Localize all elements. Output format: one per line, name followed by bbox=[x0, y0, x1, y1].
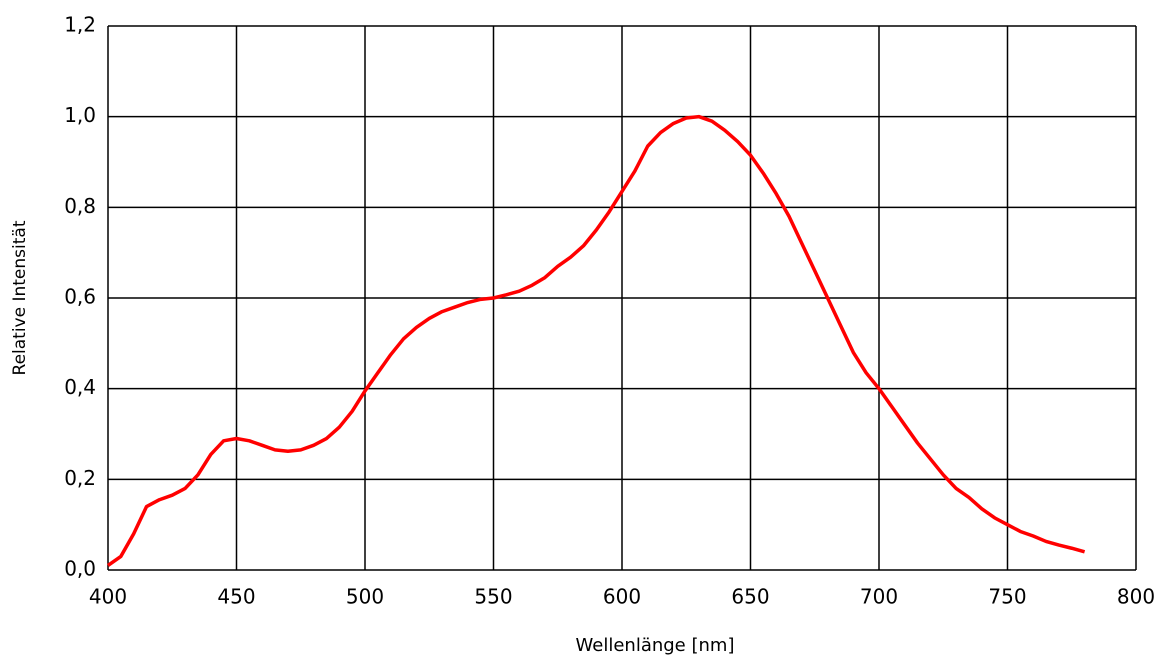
x-tick-label: 450 bbox=[217, 585, 255, 609]
x-tick-label: 550 bbox=[474, 585, 512, 609]
y-tick-label: 0,2 bbox=[64, 466, 96, 490]
x-tick-label: 650 bbox=[731, 585, 769, 609]
x-tick-label: 800 bbox=[1117, 585, 1155, 609]
x-tick-label: 500 bbox=[346, 585, 384, 609]
y-tick-label: 1,0 bbox=[64, 103, 96, 127]
x-axis-label: Wellenlänge [nm] bbox=[576, 635, 735, 656]
x-tick-label: 750 bbox=[988, 585, 1026, 609]
x-tick-label: 400 bbox=[89, 585, 127, 609]
y-tick-label: 0,4 bbox=[64, 375, 96, 399]
x-tick-label: 600 bbox=[603, 585, 641, 609]
data-line bbox=[106, 114, 1086, 567]
y-axis-label: Relative Intensität bbox=[10, 220, 30, 375]
x-tick-label: 700 bbox=[860, 585, 898, 609]
y-tick-label: 1,2 bbox=[64, 13, 96, 37]
y-tick-label: 0,8 bbox=[64, 194, 96, 218]
y-tick-label: 0,0 bbox=[64, 557, 96, 581]
y-tick-label: 0,6 bbox=[64, 285, 96, 309]
